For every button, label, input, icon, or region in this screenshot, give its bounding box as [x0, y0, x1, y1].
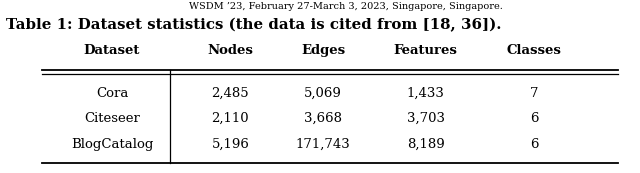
Text: 7: 7	[530, 87, 539, 100]
Text: Dataset: Dataset	[84, 44, 140, 57]
Text: 8,189: 8,189	[407, 138, 444, 151]
Text: BlogCatalog: BlogCatalog	[71, 138, 153, 151]
Text: Cora: Cora	[96, 87, 128, 100]
Text: 2,485: 2,485	[212, 87, 249, 100]
Text: 6: 6	[530, 138, 539, 151]
Text: Citeseer: Citeseer	[84, 112, 140, 125]
Text: Classes: Classes	[507, 44, 562, 57]
Text: WSDM ’23, February 27-March 3, 2023, Singapore, Singapore.: WSDM ’23, February 27-March 3, 2023, Sin…	[189, 2, 502, 11]
Text: 6: 6	[530, 112, 539, 125]
Text: Features: Features	[394, 44, 458, 57]
Text: 3,703: 3,703	[406, 112, 445, 125]
Text: 171,743: 171,743	[296, 138, 351, 151]
Text: 5,196: 5,196	[211, 138, 250, 151]
Text: Edges: Edges	[301, 44, 345, 57]
Text: 1,433: 1,433	[406, 87, 445, 100]
Text: 3,668: 3,668	[304, 112, 342, 125]
Text: 2,110: 2,110	[212, 112, 249, 125]
Text: 5,069: 5,069	[304, 87, 342, 100]
Text: Nodes: Nodes	[207, 44, 253, 57]
Text: Table 1: Dataset statistics (the data is cited from [18, 36]).: Table 1: Dataset statistics (the data is…	[6, 18, 502, 32]
